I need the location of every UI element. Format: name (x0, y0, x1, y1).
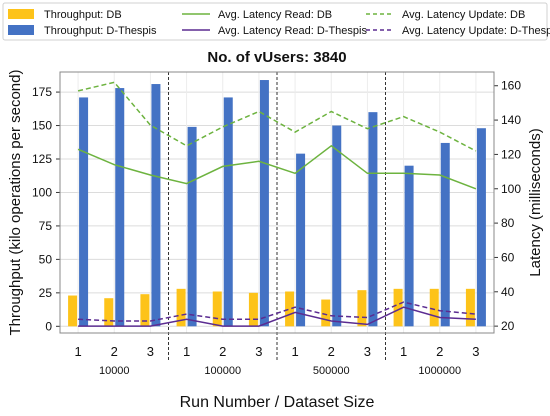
group-label: 10000 (99, 365, 130, 377)
series-line (78, 301, 476, 322)
y2-tick-label: 160 (501, 79, 521, 93)
bars (68, 80, 486, 327)
bar (440, 142, 450, 327)
y2-tick-label: 20 (501, 319, 515, 333)
legend-item: Avg. Latency Update: DB (366, 9, 525, 21)
legend-item: Avg. Latency Update: D-Thespis (366, 25, 550, 37)
bar (465, 288, 475, 327)
chart-title: No. of vUsers: 3840 (207, 49, 346, 66)
bar (404, 165, 414, 327)
y2-tick-label: 40 (501, 285, 515, 299)
y2-axis-label: Latency (milliseconds) (527, 128, 544, 276)
bar (357, 290, 367, 327)
legend-label: Avg. Latency Update: D-Thespis (402, 25, 550, 37)
y2-tick-label: 60 (501, 250, 515, 264)
bar (140, 294, 150, 327)
bar (296, 153, 306, 327)
group-label: 100000 (204, 365, 241, 377)
bar (248, 292, 258, 327)
bar (259, 80, 269, 327)
series-line (77, 81, 477, 152)
legend-label: Avg. Latency Update: DB (402, 9, 525, 21)
series-line (77, 144, 477, 190)
bar (151, 84, 161, 327)
bar (187, 126, 197, 327)
group-label: 1000000 (418, 365, 461, 377)
x-axis-label: Run Number / Dataset Size (180, 394, 375, 411)
plot-frame (59, 71, 495, 334)
y2-tick-label: 120 (501, 147, 521, 161)
x-tick-label: 2 (436, 344, 443, 359)
y-tick-label: 50 (39, 252, 53, 266)
bar (79, 97, 89, 327)
bar (176, 288, 186, 327)
x-tick-label: 1 (183, 344, 190, 359)
x-tick-label: 3 (147, 344, 154, 359)
y2-tick-label: 140 (501, 113, 521, 127)
legend-item: Avg. Latency Read: DB (182, 9, 332, 21)
y-axis-label: Throughput (kilo operations per second) (7, 70, 24, 336)
x-tick-label: 3 (255, 344, 262, 359)
series-line (78, 306, 476, 327)
x-tick-label: 2 (219, 344, 226, 359)
legend-label: Avg. Latency Read: DB (218, 9, 332, 21)
bar (332, 125, 342, 327)
legend-frame (2, 2, 548, 41)
chart-legend: Throughput: DB Throughput: D-Thespis Avg. … (2, 2, 550, 41)
x-tick-label: 3 (472, 344, 479, 359)
bar (321, 299, 331, 327)
bar (115, 88, 125, 327)
legend-item: Throughput: DB (8, 9, 122, 21)
bar (368, 112, 378, 327)
bar (476, 128, 486, 327)
x-tick-label: 3 (364, 344, 371, 359)
x-tick-label: 2 (328, 344, 335, 359)
y-tick-label: 25 (39, 286, 53, 300)
x-tick-label: 2 (111, 344, 118, 359)
lines (77, 81, 477, 327)
bar (223, 97, 233, 327)
y-tick-label: 125 (32, 152, 52, 166)
y2-tick-label: 80 (501, 216, 515, 230)
legend-item: Throughput: D-Thespis (8, 25, 157, 37)
legend-label: Avg. Latency Read: D-Thespis (218, 25, 367, 37)
legend-label: Throughput: D-Thespis (44, 25, 157, 37)
y2-tick-label: 100 (501, 182, 521, 196)
bar (393, 288, 403, 327)
y-tick-label: 0 (45, 319, 52, 333)
x-tick-label: 1 (291, 344, 298, 359)
y-tick-label: 75 (39, 219, 53, 233)
bar (429, 288, 439, 327)
group-label: 500000 (313, 365, 350, 377)
y-tick-label: 100 (32, 185, 52, 199)
bar (285, 291, 295, 327)
bar (68, 295, 78, 327)
legend-swatch (8, 25, 34, 35)
y-tick-label: 150 (32, 119, 52, 133)
legend-swatch (8, 9, 34, 19)
x-tick-label: 1 (74, 344, 81, 359)
y-tick-label: 175 (32, 85, 52, 99)
bar (212, 291, 222, 327)
bar (104, 298, 114, 327)
legend-item: Avg. Latency Read: D-Thespis (182, 25, 367, 37)
x-tick-label: 1 (400, 344, 407, 359)
legend-label: Throughput: DB (44, 9, 122, 21)
